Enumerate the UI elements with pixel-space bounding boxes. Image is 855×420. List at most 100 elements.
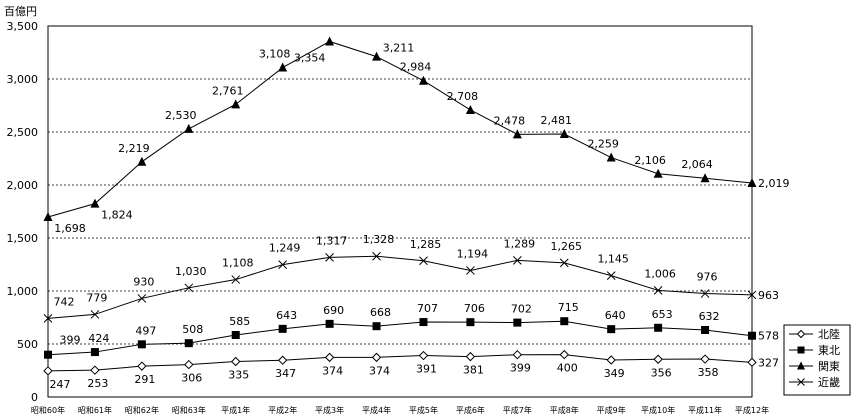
- data-label: 742: [54, 295, 75, 308]
- data-point-marker: [653, 286, 663, 295]
- data-label: 508: [182, 323, 203, 336]
- data-point-marker: [231, 330, 240, 339]
- data-label: 1,265: [551, 240, 583, 253]
- y-tick-label: 1,000: [7, 285, 39, 298]
- data-label: 963: [758, 289, 779, 302]
- data-point-marker: [278, 324, 287, 333]
- x-tick-label: 平成5年: [409, 405, 438, 415]
- data-point-marker: [512, 256, 522, 265]
- data-label: 2,219: [118, 142, 150, 155]
- data-label: 702: [511, 303, 532, 316]
- data-point-marker: [607, 325, 616, 334]
- data-label: 497: [135, 324, 156, 337]
- data-point-marker: [701, 326, 710, 335]
- legend-label: 東北: [818, 344, 840, 357]
- data-label: 1,249: [269, 242, 301, 255]
- series-line: [47, 255, 753, 319]
- data-point-marker: [324, 352, 335, 363]
- data-point-marker: [654, 323, 663, 332]
- y-axis-unit-label: 百億円: [4, 5, 37, 18]
- data-label: 1,145: [597, 253, 629, 266]
- y-tick-label: 0: [31, 391, 38, 404]
- data-point-marker: [137, 340, 146, 349]
- data-point-marker: [606, 152, 616, 162]
- y-tick-label: 3,000: [7, 73, 39, 86]
- legend-item: 関東: [789, 360, 840, 373]
- series-line: [47, 354, 753, 372]
- legend-item: 近畿: [789, 375, 840, 389]
- x-axis-ticks: 昭和60年 昭和61年 昭和62年 昭和63年 平成1年 平成2年 平成3年 平成4年 平成5年…: [31, 405, 769, 415]
- gridlines: [48, 78, 752, 345]
- data-label: 391: [416, 363, 437, 376]
- x-tick-label: 平成6年: [456, 405, 485, 415]
- y-tick-label: 2,000: [7, 179, 39, 192]
- data-point-marker: [466, 318, 475, 327]
- data-point-marker: [372, 251, 381, 261]
- data-label: 253: [87, 377, 108, 390]
- data-label: 327: [758, 356, 779, 369]
- data-point-marker: [797, 361, 805, 370]
- data-point-marker: [796, 329, 806, 339]
- data-point-marker: [371, 352, 382, 363]
- legend-item: 北陸: [789, 328, 840, 341]
- data-label: 2,019: [758, 177, 790, 190]
- data-point-marker: [372, 51, 382, 61]
- data-label: 1,108: [222, 257, 254, 270]
- y-tick-label: 3,500: [7, 20, 39, 33]
- data-point-marker: [606, 355, 616, 365]
- data-label: 399: [60, 334, 81, 347]
- data-point-marker: [137, 361, 147, 371]
- x-tick-label: 平成2年: [268, 405, 297, 415]
- data-label: 1,289: [504, 237, 536, 250]
- series-line: [47, 40, 753, 218]
- data-point-marker: [747, 177, 757, 187]
- data-label: 578: [758, 330, 779, 343]
- x-tick-label: 平成10年: [641, 405, 675, 415]
- data-point-marker: [231, 275, 241, 284]
- data-label: 399: [510, 362, 531, 375]
- data-point-marker: [184, 283, 194, 293]
- data-point-marker: [184, 359, 194, 370]
- y-tick-label: 500: [17, 338, 38, 351]
- data-label: 2,530: [165, 109, 197, 122]
- data-point-marker: [560, 317, 569, 326]
- data-label: 2,984: [400, 61, 432, 74]
- x-tick-label: 平成8年: [550, 405, 579, 415]
- data-point-marker: [325, 253, 334, 262]
- data-label: 1,285: [410, 238, 442, 251]
- series-group: [43, 36, 757, 376]
- data-point-marker: [325, 319, 334, 328]
- data-point-marker: [512, 129, 522, 139]
- data-point-marker: [137, 294, 147, 303]
- data-point-marker: [797, 378, 805, 386]
- data-point-marker: [278, 62, 288, 72]
- data-label: 3,211: [383, 42, 415, 55]
- data-label: 1,194: [457, 247, 489, 260]
- x-tick-label: 平成3年: [315, 405, 344, 415]
- data-label: 356: [651, 366, 672, 379]
- plot-area-frame: [47, 25, 753, 398]
- data-point-marker: [559, 129, 569, 139]
- data-label: 381: [463, 364, 484, 377]
- data-label: 3,354: [294, 51, 326, 64]
- data-label: 1,317: [316, 234, 348, 247]
- data-label: 1,328: [363, 233, 395, 246]
- legend-label: 関東: [818, 360, 840, 373]
- data-label: 668: [370, 306, 391, 319]
- data-point-marker: [748, 331, 756, 340]
- data-point-marker: [43, 313, 53, 323]
- legend-item: 東北: [789, 344, 840, 357]
- data-point-marker: [606, 271, 616, 280]
- data-label: 374: [322, 364, 343, 377]
- data-label: 1,824: [101, 209, 133, 222]
- data-label: 349: [604, 367, 625, 380]
- series-triangle-filled: [43, 36, 757, 222]
- data-point-marker: [797, 346, 805, 354]
- data-label: 779: [86, 291, 107, 304]
- data-label: 424: [88, 332, 109, 345]
- data-point-marker: [700, 289, 710, 298]
- data-label: 306: [181, 372, 202, 385]
- data-point-marker: [277, 355, 288, 365]
- data-label: 291: [134, 373, 155, 386]
- data-point-marker: [184, 123, 194, 133]
